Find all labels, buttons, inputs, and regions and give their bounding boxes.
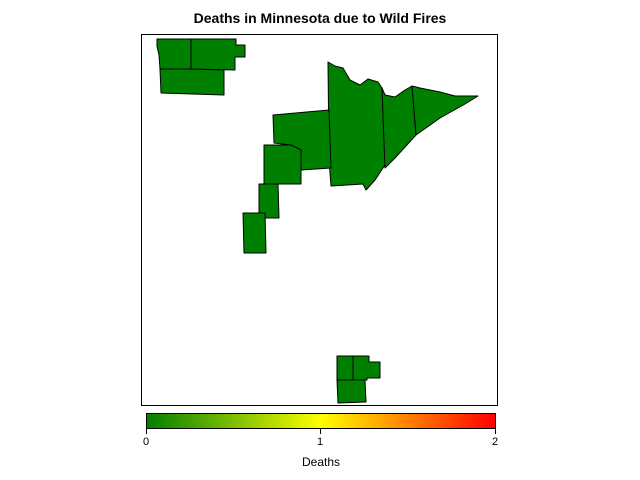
county-ne-lake — [381, 85, 417, 169]
tick-mark-2 — [495, 429, 496, 434]
county-ne-chisago — [242, 212, 267, 254]
tick-mark-0 — [146, 429, 147, 434]
county-nw-3 — [159, 68, 225, 96]
tick-label-1: 1 — [316, 436, 324, 448]
county-nw-1 — [156, 38, 192, 70]
map-title: Deaths in Minnesota due to Wild Fires — [193, 10, 447, 26]
county-s-2 — [352, 355, 381, 381]
county-nw-2 — [190, 38, 246, 71]
tick-label-2: 2 — [491, 436, 499, 448]
county-ne-pine — [258, 183, 280, 219]
tick-label-0: 0 — [142, 436, 150, 448]
county-ne-st-louis — [327, 61, 386, 191]
county-ne-aitkin — [263, 144, 302, 185]
county-ne-cook — [411, 85, 479, 136]
legend-title: Deaths — [301, 455, 341, 469]
tick-mark-1 — [320, 429, 321, 434]
county-s-3 — [336, 379, 367, 404]
color-scale-bar — [146, 413, 496, 429]
county-s-1 — [336, 355, 354, 381]
